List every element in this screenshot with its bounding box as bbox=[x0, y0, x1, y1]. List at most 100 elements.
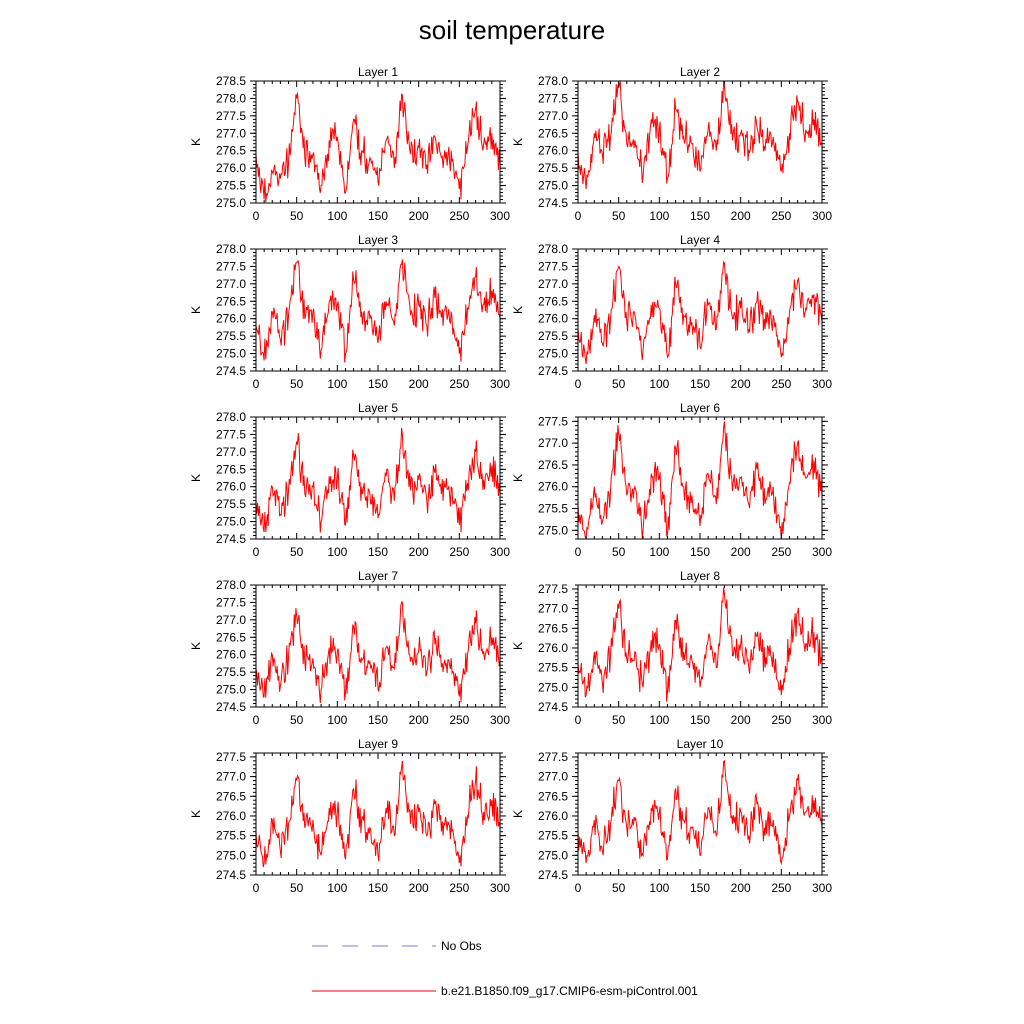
x-tick-label: 100 bbox=[327, 545, 347, 559]
panel-title: Layer 10 bbox=[677, 737, 724, 751]
x-tick-label: 300 bbox=[812, 545, 832, 559]
y-tick-label: 277.0 bbox=[216, 770, 246, 784]
y-tick-label: 276.0 bbox=[538, 641, 568, 655]
y-tick-label: 276.0 bbox=[538, 312, 568, 326]
y-tick-label: 278.0 bbox=[216, 410, 246, 424]
y-tick-label: 276.0 bbox=[538, 480, 568, 494]
x-tick-label: 150 bbox=[368, 881, 388, 895]
y-tick-label: 278.0 bbox=[216, 91, 246, 105]
x-tick-label: 150 bbox=[690, 881, 710, 895]
panel-title: Layer 1 bbox=[358, 65, 398, 79]
x-tick-label: 200 bbox=[731, 209, 751, 223]
x-tick-label: 50 bbox=[612, 377, 626, 391]
y-tick-label: 275.0 bbox=[216, 848, 246, 862]
panel-layer-1: Layer 1 K 0 50 100 150 200 250 300 275.0 275.5 276.… bbox=[189, 65, 510, 223]
x-tick-label: 150 bbox=[368, 713, 388, 727]
y-tick-label: 277.0 bbox=[216, 613, 246, 627]
series-line bbox=[577, 759, 823, 866]
x-tick-label: 200 bbox=[731, 545, 751, 559]
series-line bbox=[255, 92, 501, 203]
y-tick-label: 275.0 bbox=[216, 683, 246, 697]
panel-title: Layer 9 bbox=[358, 737, 398, 751]
x-tick-label: 250 bbox=[771, 545, 791, 559]
y-tick-label: 276.5 bbox=[538, 621, 568, 635]
x-tick-label: 100 bbox=[327, 377, 347, 391]
y-tick-label: 277.5 bbox=[538, 582, 568, 596]
x-tick-label: 100 bbox=[649, 545, 669, 559]
y-tick-label: 277.0 bbox=[216, 445, 246, 459]
x-tick-label: 0 bbox=[253, 377, 260, 391]
x-tick-label: 150 bbox=[690, 545, 710, 559]
y-tick-label: 275.5 bbox=[538, 829, 568, 843]
y-tick-label: 276.5 bbox=[538, 789, 568, 803]
y-tick-label: 275.0 bbox=[216, 515, 246, 529]
x-tick-label: 300 bbox=[490, 545, 510, 559]
x-tick-label: 150 bbox=[690, 377, 710, 391]
x-tick-label: 250 bbox=[771, 713, 791, 727]
y-tick-label: 278.0 bbox=[216, 242, 246, 256]
x-tick-label: 200 bbox=[731, 713, 751, 727]
x-tick-label: 300 bbox=[812, 377, 832, 391]
x-tick-label: 250 bbox=[771, 881, 791, 895]
y-axis-label: K bbox=[189, 306, 203, 314]
x-tick-label: 150 bbox=[368, 209, 388, 223]
y-tick-label: 277.5 bbox=[538, 414, 568, 428]
x-tick-label: 200 bbox=[731, 881, 751, 895]
y-tick-label: 276.5 bbox=[216, 462, 246, 476]
y-tick-label: 274.5 bbox=[538, 700, 568, 714]
y-tick-label: 275.0 bbox=[538, 680, 568, 694]
x-tick-label: 150 bbox=[368, 545, 388, 559]
y-tick-label: 275.0 bbox=[216, 347, 246, 361]
series-line bbox=[255, 427, 501, 533]
plot-frame bbox=[255, 416, 501, 540]
y-tick-label: 278.0 bbox=[216, 578, 246, 592]
y-tick-label: 277.5 bbox=[538, 750, 568, 764]
x-tick-label: 100 bbox=[649, 881, 669, 895]
panel-title: Layer 5 bbox=[358, 401, 398, 415]
figure-title: soil temperature bbox=[418, 15, 606, 45]
y-tick-label: 275.5 bbox=[216, 329, 246, 343]
y-tick-label: 277.5 bbox=[216, 109, 246, 123]
x-tick-label: 100 bbox=[327, 209, 347, 223]
y-tick-label: 277.5 bbox=[538, 91, 568, 105]
x-tick-label: 200 bbox=[409, 377, 429, 391]
panel-title: Layer 6 bbox=[680, 401, 720, 415]
y-tick-label: 277.0 bbox=[538, 109, 568, 123]
y-tick-label: 278.0 bbox=[538, 74, 568, 88]
x-tick-label: 250 bbox=[449, 377, 469, 391]
y-tick-label: 277.0 bbox=[538, 436, 568, 450]
x-tick-label: 100 bbox=[327, 713, 347, 727]
y-tick-label: 274.5 bbox=[216, 868, 246, 882]
x-tick-label: 150 bbox=[690, 209, 710, 223]
x-tick-label: 300 bbox=[490, 209, 510, 223]
y-tick-label: 276.5 bbox=[216, 294, 246, 308]
series-line bbox=[577, 81, 823, 190]
legend: No Obs b.e21.B1850.f09_g17.CMIP6-esm-piCo… bbox=[312, 939, 698, 998]
y-tick-label: 275.5 bbox=[216, 665, 246, 679]
plot-frame bbox=[577, 584, 823, 708]
panel-layer-3: Layer 3 K 0 50 100 150 200 250 300 274.5 275.0 275.… bbox=[189, 233, 510, 391]
y-tick-label: 275.5 bbox=[216, 179, 246, 193]
x-tick-label: 50 bbox=[290, 545, 304, 559]
x-tick-label: 300 bbox=[812, 209, 832, 223]
y-tick-label: 276.5 bbox=[216, 144, 246, 158]
y-tick-label: 275.5 bbox=[538, 329, 568, 343]
y-tick-label: 278.0 bbox=[538, 242, 568, 256]
x-tick-label: 200 bbox=[409, 545, 429, 559]
y-tick-label: 274.5 bbox=[538, 196, 568, 210]
x-tick-label: 0 bbox=[575, 881, 582, 895]
y-tick-label: 277.5 bbox=[216, 595, 246, 609]
y-tick-label: 276.0 bbox=[216, 480, 246, 494]
x-tick-label: 300 bbox=[490, 713, 510, 727]
series-line bbox=[577, 587, 823, 702]
x-tick-label: 50 bbox=[290, 881, 304, 895]
y-tick-label: 274.5 bbox=[216, 532, 246, 546]
y-tick-label: 275.5 bbox=[216, 829, 246, 843]
y-tick-label: 275.0 bbox=[538, 523, 568, 537]
x-tick-label: 250 bbox=[449, 545, 469, 559]
x-tick-label: 300 bbox=[812, 713, 832, 727]
plot-frame bbox=[255, 248, 501, 372]
y-tick-label: 277.0 bbox=[538, 277, 568, 291]
y-tick-label: 276.0 bbox=[216, 809, 246, 823]
y-tick-label: 277.5 bbox=[216, 259, 246, 273]
